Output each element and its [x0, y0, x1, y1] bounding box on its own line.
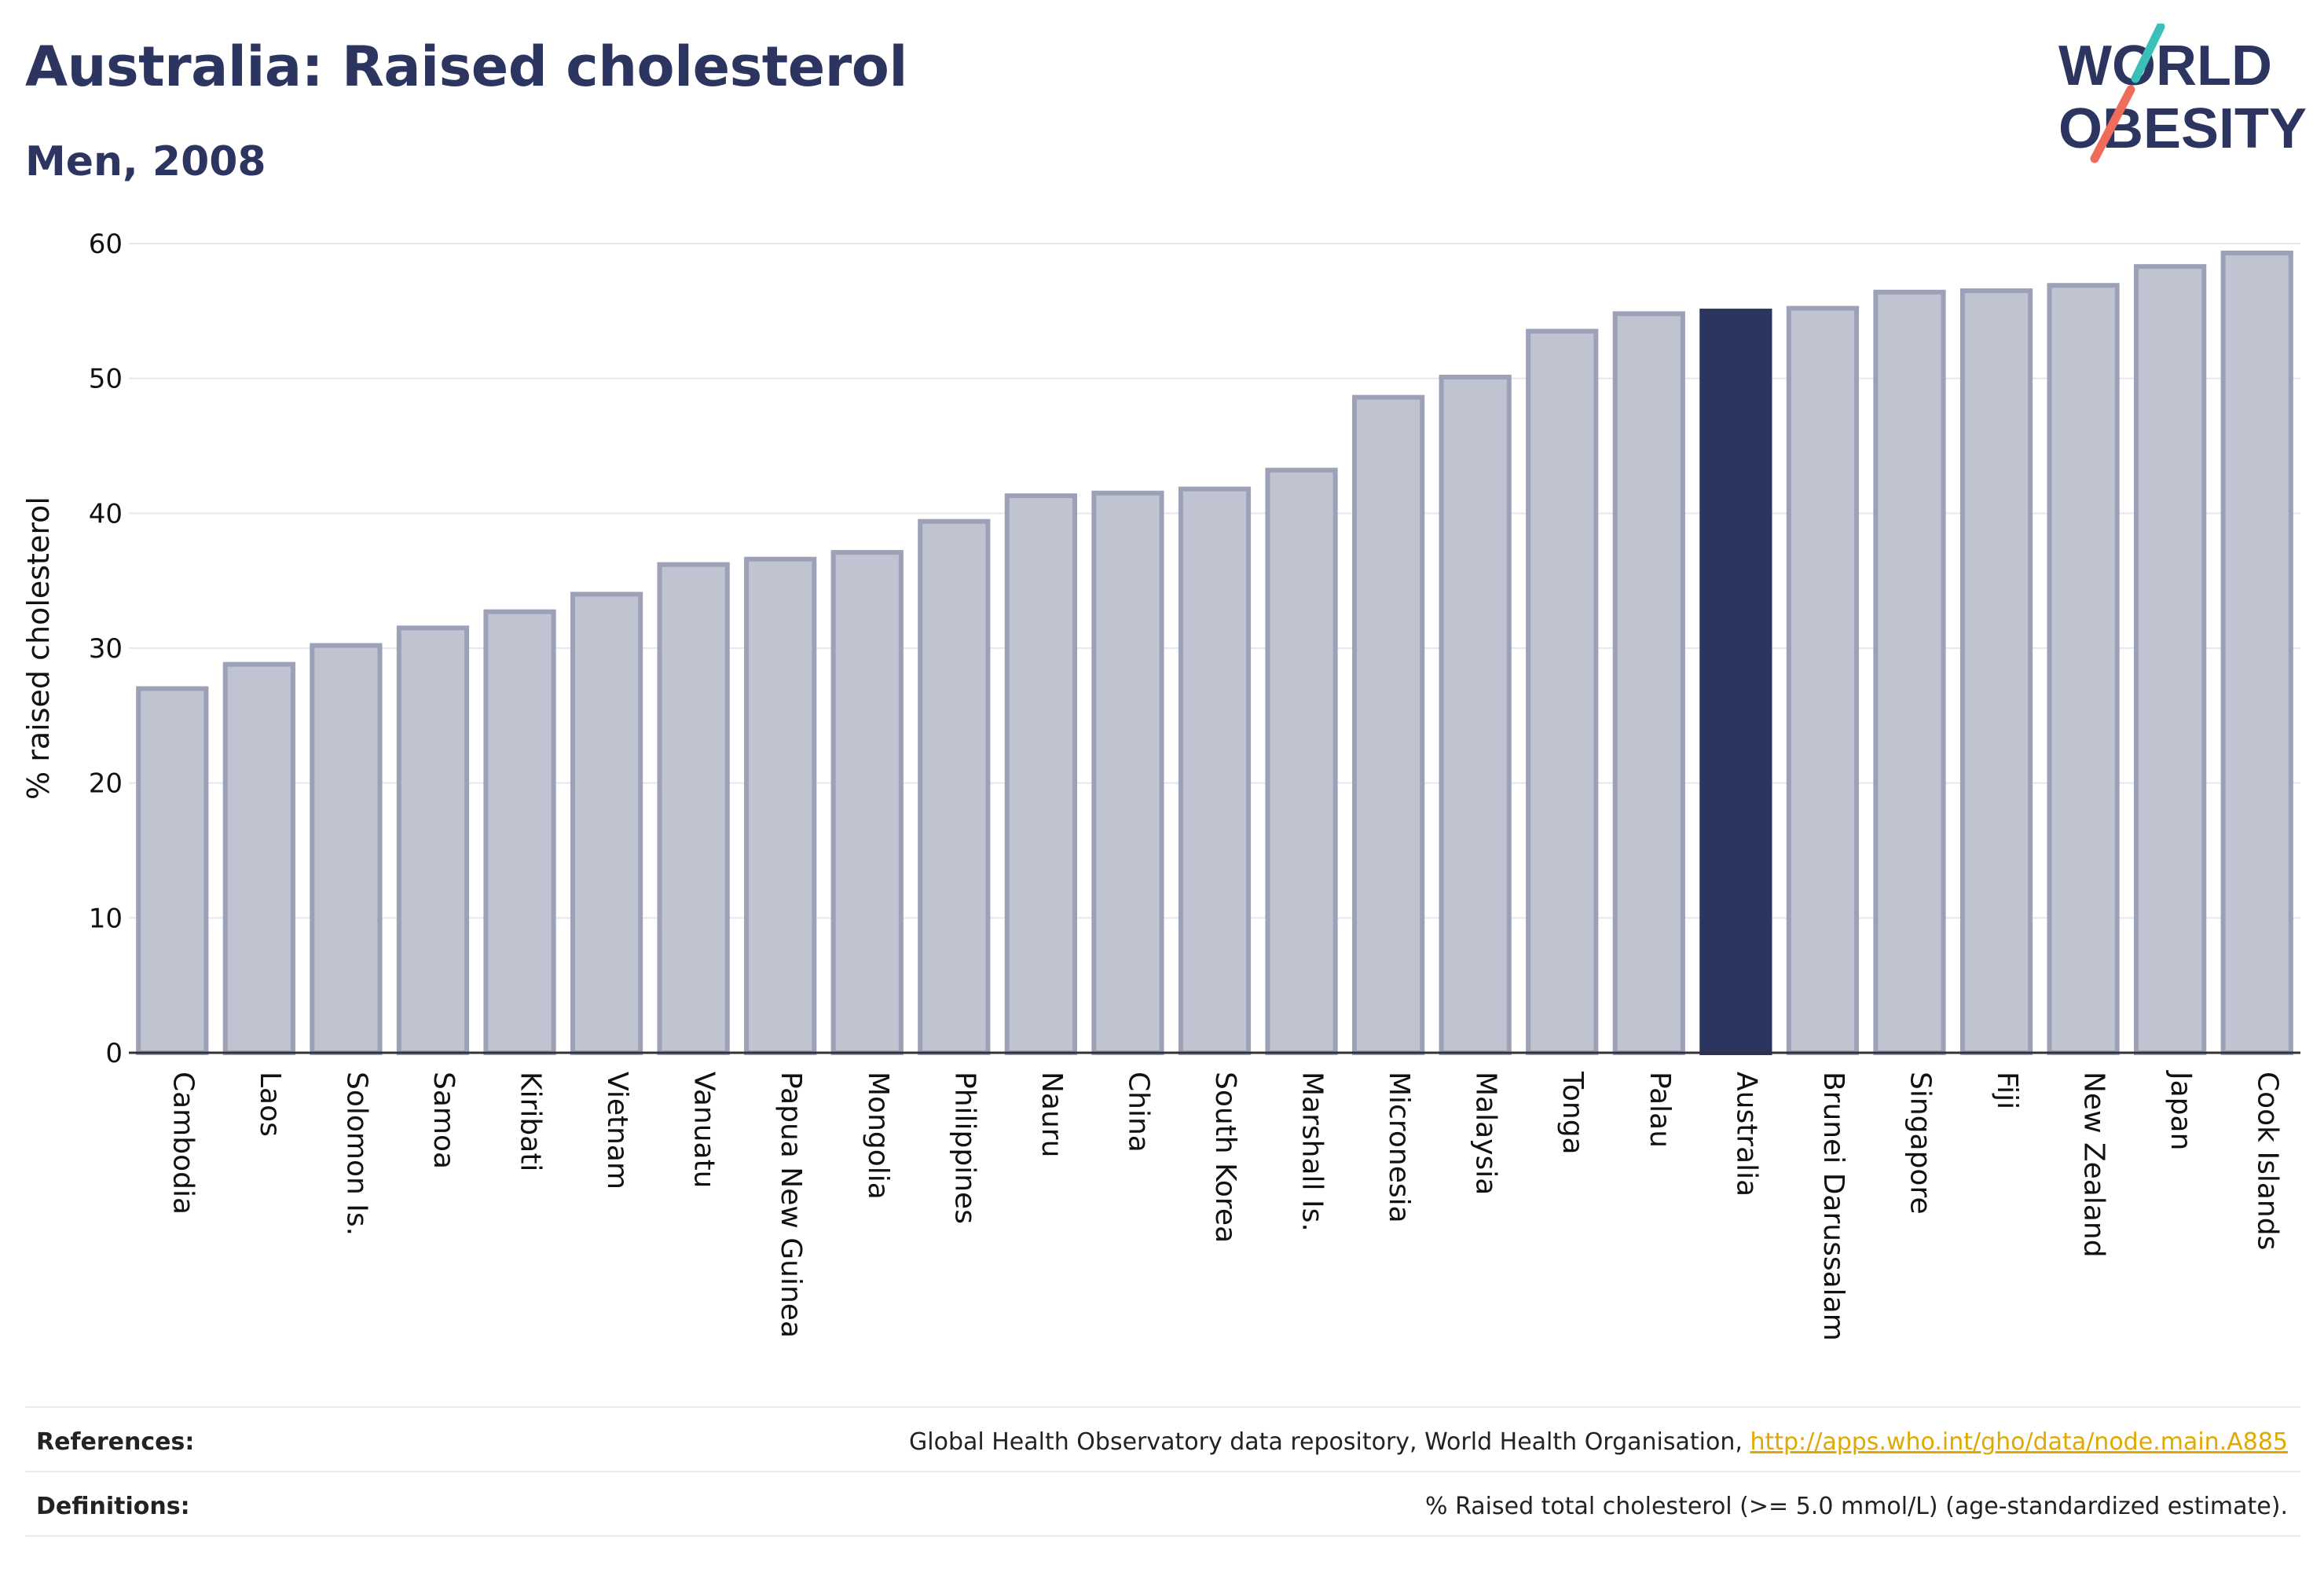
- x-tick-label: Brunei Darussalam: [1817, 1072, 1849, 1341]
- definitions-text: % Raised total cholesterol (>= 5.0 mmol/…: [1425, 1493, 2288, 1520]
- x-tick-label: Nauru: [1036, 1072, 1068, 1157]
- bar-philippines: [918, 519, 991, 1055]
- bar-tonga: [1526, 328, 1599, 1056]
- x-tick-label: Australia: [1730, 1072, 1762, 1197]
- page-subtitle: Men, 2008: [25, 138, 266, 185]
- bar-brunei-darussalam: [1786, 306, 1860, 1055]
- references-label: References:: [36, 1428, 195, 1456]
- y-tick-label: 10: [89, 903, 123, 934]
- bar-kiribati: [483, 609, 556, 1055]
- bar-japan: [2134, 264, 2207, 1055]
- bar-singapore: [1873, 289, 1946, 1055]
- bar-chart: 0 10 20 30 40 50 60 Cambodia Laos Solomon Is. Samo…: [21, 229, 2300, 1341]
- x-tick-label: Kiribati: [515, 1072, 547, 1171]
- bar-cambodia: [136, 686, 209, 1055]
- bar-fiji: [1959, 288, 2033, 1056]
- bar-cook-islands: [2220, 251, 2293, 1055]
- x-tick-label: China: [1122, 1072, 1154, 1153]
- x-tick-label: Solomon Is.: [340, 1072, 372, 1236]
- bar-papua-new-guinea: [744, 556, 817, 1055]
- y-tick-label: 40: [89, 498, 123, 530]
- world-obesity-logo: WORLD OBESITY: [2058, 24, 2307, 163]
- x-tick-label: Fiji: [1991, 1072, 2023, 1109]
- x-tick-label: Papua New Guinea: [775, 1072, 807, 1338]
- x-tick-label: Japan: [2165, 1070, 2197, 1150]
- y-tick-label: 0: [105, 1038, 123, 1069]
- bar-nauru: [1004, 493, 1077, 1055]
- bar-china: [1091, 490, 1164, 1055]
- x-tick-label: Mongolia: [862, 1072, 894, 1200]
- x-tick-label: Cambodia: [167, 1072, 199, 1215]
- bar-malaysia: [1439, 374, 1512, 1055]
- x-tick-label: New Zealand: [2078, 1072, 2110, 1258]
- logo-slash-top: [2131, 24, 2165, 83]
- x-tick-label: Cook Islands: [2252, 1072, 2284, 1250]
- x-tick-label: Philippines: [948, 1072, 981, 1224]
- bar-micronesia: [1352, 394, 1425, 1055]
- bar-australia: [1699, 308, 1772, 1056]
- bar-new-zealand: [2047, 283, 2120, 1055]
- x-tick-label: Singapore: [1904, 1072, 1936, 1215]
- x-tick-label: Vietnam: [601, 1072, 633, 1189]
- y-tick-label: 30: [89, 633, 123, 665]
- definitions-label: Definitions:: [36, 1493, 190, 1520]
- y-tick-label: 50: [89, 364, 123, 395]
- y-tick-label: 60: [89, 229, 123, 260]
- logo-slash-bottom: [2090, 85, 2135, 163]
- logo-line1: WORLD: [2058, 35, 2272, 97]
- x-tick-label: Vanuatu: [688, 1072, 720, 1189]
- bar-samoa: [396, 625, 470, 1055]
- x-tick-label: Samoa: [427, 1072, 460, 1169]
- bar-palau: [1612, 311, 1685, 1055]
- footer-divider-bottom: [25, 1535, 2300, 1537]
- bar-solomon-is: [310, 643, 383, 1055]
- bar-vanuatu: [657, 562, 730, 1055]
- bar-marshall-is: [1265, 467, 1338, 1055]
- x-tick-label: Micronesia: [1383, 1072, 1415, 1223]
- page-title: Australia: Raised cholesterol: [25, 35, 907, 99]
- references-text: Global Health Observatory data repositor…: [909, 1428, 2288, 1456]
- x-tick-label: Laos: [254, 1072, 286, 1137]
- y-tick-label: 20: [89, 768, 123, 800]
- y-axis-title: % raised cholesterol: [21, 497, 56, 800]
- x-tick-label: Marshall Is.: [1296, 1072, 1329, 1232]
- x-tick-label: Tonga: [1556, 1071, 1589, 1155]
- footer-divider-middle: [25, 1471, 2300, 1472]
- bar-laos: [222, 662, 295, 1055]
- footer-divider-top: [25, 1406, 2300, 1408]
- references-link[interactable]: http://apps.who.int/gho/data/node.main.A…: [1750, 1428, 2288, 1456]
- bar-south-korea: [1178, 486, 1252, 1055]
- x-tick-label: Palau: [1644, 1072, 1676, 1148]
- bar-mongolia: [830, 550, 904, 1055]
- bar-vietnam: [570, 592, 643, 1055]
- x-tick-label: Malaysia: [1470, 1072, 1502, 1195]
- references-source: Global Health Observatory data repositor…: [909, 1428, 1750, 1456]
- x-tick-label: South Korea: [1209, 1072, 1241, 1243]
